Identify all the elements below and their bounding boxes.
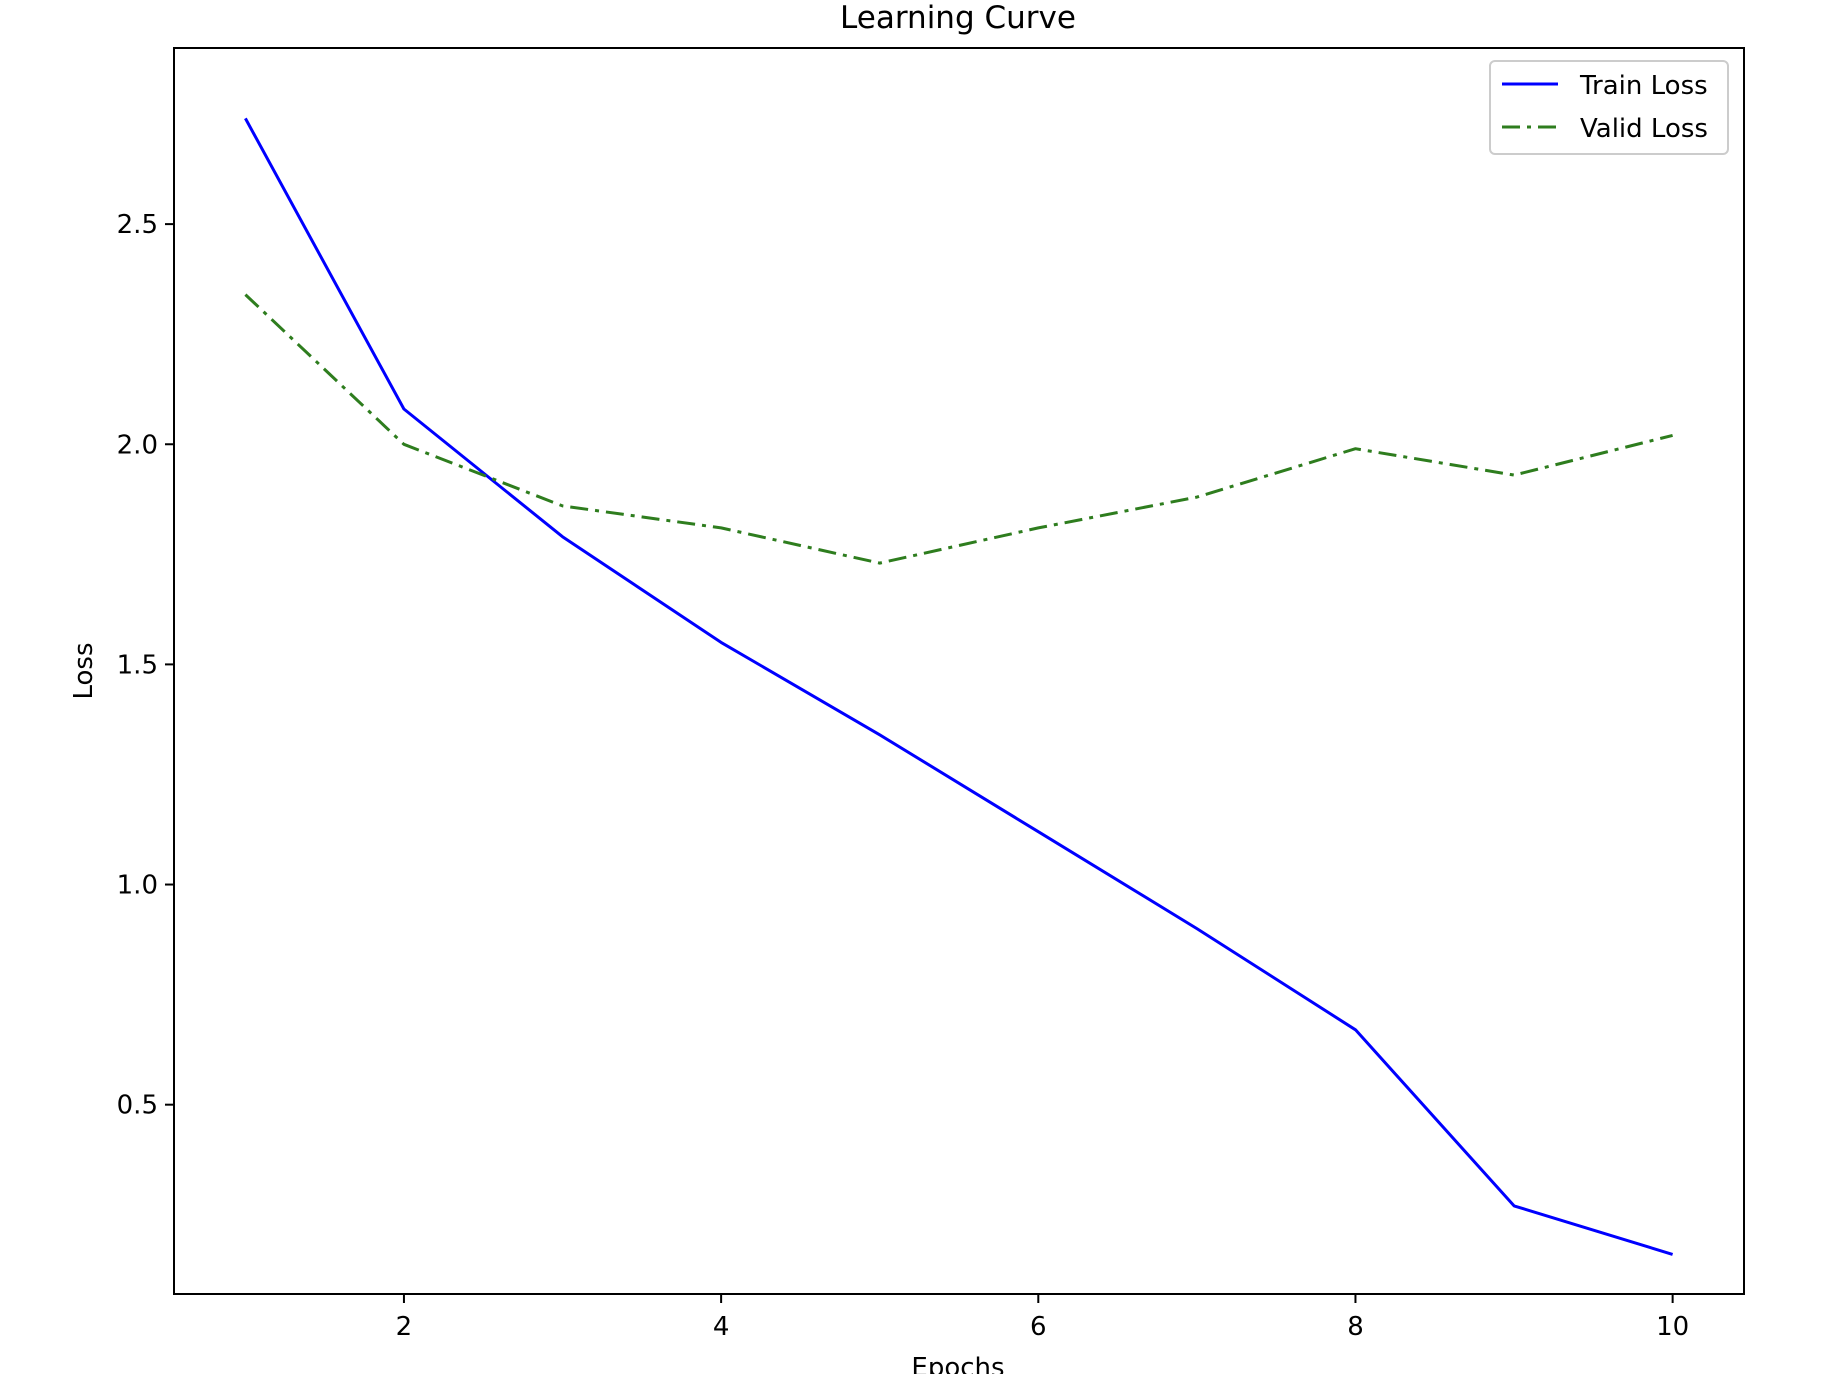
chart-title: Learning Curve — [840, 0, 1076, 36]
series-line-valid-loss — [244, 293, 1673, 565]
x-axis-label: Epochs — [911, 1353, 1004, 1374]
y-axis-label: Loss — [69, 642, 99, 699]
series-lines — [244, 117, 1674, 1256]
y-tick-label: 2.0 — [117, 430, 158, 460]
y-axis-ticks: 0.5 1.0 1.5 2.0 2.5 — [117, 210, 174, 1121]
plot-area-frame — [173, 47, 1745, 1295]
x-axis-ticks: 2 4 6 8 10 — [396, 1294, 1689, 1342]
x-tick-label: 6 — [1030, 1312, 1047, 1342]
x-tick-label: 10 — [1656, 1312, 1689, 1342]
x-tick-label: 2 — [396, 1312, 413, 1342]
series-line-train-loss — [244, 117, 1674, 1256]
x-tick-label: 8 — [1347, 1312, 1364, 1342]
y-tick-label: 1.5 — [117, 650, 158, 680]
x-tick-label: 4 — [713, 1312, 730, 1342]
legend-label-train-loss: Train Loss — [1579, 71, 1708, 101]
y-tick-label: 1.0 — [117, 871, 158, 901]
y-tick-label: 0.5 — [117, 1091, 158, 1121]
legend: Train Loss Valid Loss — [1489, 60, 1729, 155]
legend-label-valid-loss: Valid Loss — [1580, 114, 1708, 144]
y-tick-label: 2.5 — [117, 210, 158, 240]
